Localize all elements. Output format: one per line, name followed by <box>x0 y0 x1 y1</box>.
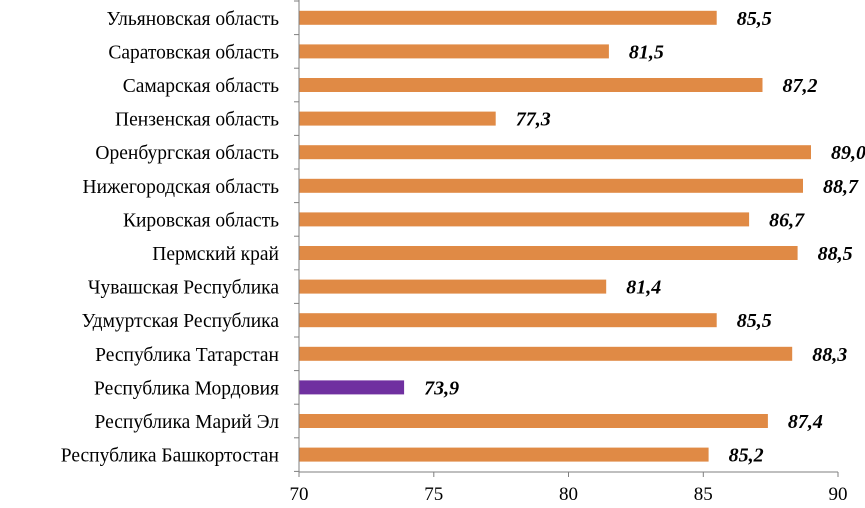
bar <box>299 78 763 92</box>
category-label: Республика Марий Эл <box>95 412 280 433</box>
bar <box>299 178 803 193</box>
data-label: 81,5 <box>629 41 664 63</box>
bar <box>299 145 811 160</box>
data-label: 77,3 <box>516 109 551 131</box>
bar <box>299 212 750 227</box>
category-label: Республика Татарстан <box>95 345 279 366</box>
data-label: 85,5 <box>737 8 772 30</box>
x-tick-label: 85 <box>694 484 713 505</box>
category-label: Кировская область <box>123 210 279 231</box>
x-tick-label: 70 <box>290 484 309 505</box>
category-label: Пермский край <box>152 244 279 265</box>
data-label: 86,7 <box>769 209 805 231</box>
category-label: Саратовская область <box>108 42 279 63</box>
data-label: 85,5 <box>737 310 772 332</box>
category-label: Республика Башкортостан <box>61 446 279 467</box>
axes-group: 70 75 80 85 90 <box>290 0 848 505</box>
bar <box>299 380 405 395</box>
category-label: Удмуртская Республика <box>82 311 280 332</box>
bar <box>299 279 607 294</box>
data-label: 85,2 <box>729 445 764 467</box>
category-label: Ульяновская область <box>107 9 280 30</box>
data-label: 73,9 <box>424 377 459 399</box>
x-tick-label: 90 <box>829 484 848 505</box>
bar <box>299 346 793 361</box>
x-tick-label: 80 <box>559 484 578 505</box>
data-label: 89,0 <box>831 142 865 164</box>
bar <box>299 313 717 328</box>
category-label: Самарская область <box>123 76 279 97</box>
category-label: Пензенская область <box>115 110 279 131</box>
bar <box>299 10 717 25</box>
bar <box>299 246 798 260</box>
category-label: Оренбургская область <box>95 143 279 164</box>
data-label: 81,4 <box>626 277 661 299</box>
data-label: 87,4 <box>788 411 823 433</box>
category-label: Чувашская Республика <box>88 278 279 299</box>
category-label: Нижегородская область <box>83 177 280 198</box>
category-label: Республика Мордовия <box>94 378 279 399</box>
data-label: 88,7 <box>823 176 859 198</box>
bar <box>299 414 768 428</box>
data-label: 87,2 <box>783 75 818 97</box>
category-labels-group: Ульяновская область Саратовская область Са… <box>61 9 280 467</box>
bar <box>299 447 709 462</box>
x-tick-label: 75 <box>424 484 443 505</box>
bar <box>299 44 609 59</box>
bars-group <box>299 10 811 462</box>
data-label: 88,3 <box>812 344 847 366</box>
bar <box>299 111 496 126</box>
value-labels-group: 85,5 81,5 87,2 77,3 89,0 88,7 86,7 88,5 81,4 85,5… <box>424 8 865 467</box>
data-label: 88,5 <box>818 243 853 265</box>
